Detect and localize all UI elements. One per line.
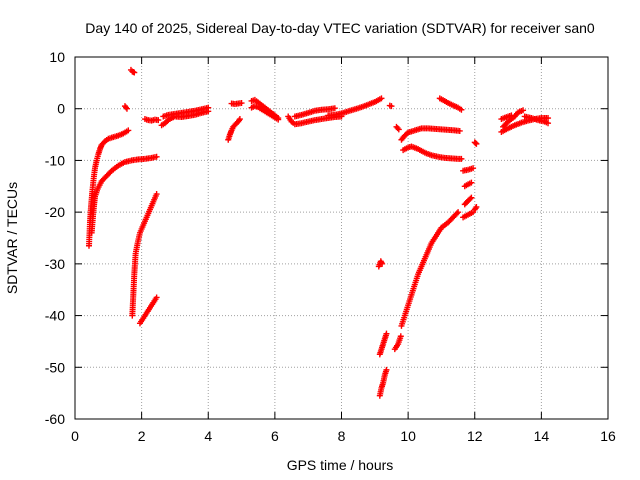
data-point	[508, 112, 515, 119]
data-point	[388, 103, 395, 110]
data-point	[472, 205, 479, 212]
data-point	[468, 179, 475, 186]
data-point	[458, 106, 465, 113]
data-point	[458, 155, 465, 162]
data-point	[397, 333, 404, 340]
y-tick-label: -50	[45, 359, 65, 375]
data-points	[85, 66, 552, 399]
data-point	[275, 116, 282, 123]
x-tick-label: 4	[204, 428, 212, 444]
x-tick-label: 6	[271, 428, 279, 444]
data-point	[153, 153, 160, 160]
data-point	[456, 127, 463, 134]
data-point	[153, 294, 160, 301]
y-tick-label: -20	[45, 204, 65, 220]
x-tick-label: 8	[338, 428, 346, 444]
axis-ticks: 0 2 4 6 8 10 12 14 16 -60 -50 -40 -30 -20 -10 0 10	[45, 49, 616, 444]
data-point	[155, 117, 162, 124]
data-point	[545, 115, 552, 122]
data-point	[122, 104, 129, 111]
data-point	[468, 194, 475, 201]
y-tick-label: -60	[45, 411, 65, 427]
data-point	[238, 100, 245, 107]
data-point	[383, 330, 390, 337]
x-tick-label: 0	[71, 428, 79, 444]
y-axis-label: SDTVAR / TECUs	[4, 182, 20, 294]
data-point	[236, 116, 243, 123]
data-point	[379, 260, 386, 267]
data-point	[520, 107, 527, 114]
data-point	[205, 104, 212, 111]
x-tick-label: 12	[467, 428, 483, 444]
data-point	[395, 126, 402, 133]
data-point	[383, 366, 390, 373]
data-point	[331, 105, 338, 112]
data-point	[473, 203, 480, 210]
data-point	[125, 127, 132, 134]
data-point	[467, 195, 474, 202]
data-point	[131, 69, 138, 76]
data-point	[123, 105, 130, 112]
data-point	[394, 125, 401, 132]
data-point	[473, 140, 480, 147]
data-point	[378, 95, 385, 102]
data-point	[470, 165, 477, 172]
x-tick-label: 2	[138, 428, 146, 444]
data-point	[455, 209, 462, 216]
chart-title: Day 140 of 2025, Sidereal Day-to-day VTE…	[85, 20, 595, 36]
x-tick-label: 14	[534, 428, 550, 444]
x-axis-label: GPS time / hours	[287, 457, 394, 473]
y-tick-label: 10	[49, 49, 65, 65]
y-tick-label: 0	[57, 101, 65, 117]
data-point	[153, 191, 160, 198]
data-point	[236, 117, 243, 124]
y-tick-label: -10	[45, 152, 65, 168]
y-tick-label: -40	[45, 308, 65, 324]
x-tick-label: 10	[400, 428, 416, 444]
data-point	[453, 210, 460, 217]
x-tick-label: 16	[600, 428, 616, 444]
data-point	[472, 140, 479, 147]
data-point	[545, 120, 552, 127]
y-tick-label: -30	[45, 256, 65, 272]
